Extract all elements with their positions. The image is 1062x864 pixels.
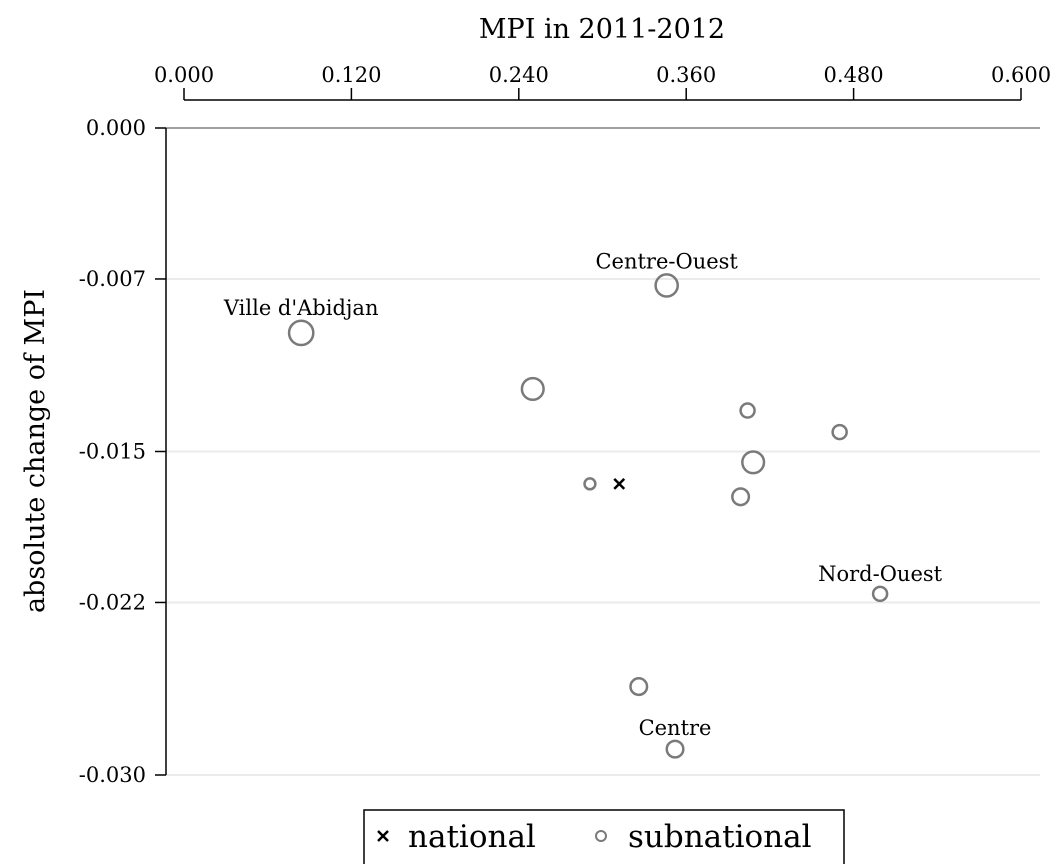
point-label: Nord-Ouest	[818, 562, 943, 586]
legend-subnational-label: subnational	[628, 819, 812, 855]
subnational-point	[520, 376, 545, 402]
y-tick-label: -0.015	[79, 440, 146, 464]
legend-national-label: national	[408, 819, 536, 855]
legend-subnational-marker	[595, 830, 607, 842]
point-annotations: Ville d'Abidjan Centre-Ouest Nord-Ouest Cen…	[223, 249, 943, 739]
subnational-point	[287, 319, 315, 347]
x-tick-label: 0.000	[154, 63, 214, 87]
subnational-point	[583, 477, 597, 491]
subnational-point	[629, 677, 649, 697]
point-label: Centre	[639, 716, 712, 740]
x-tick-label: 0.600	[991, 63, 1051, 87]
y-tick-label: 0.000	[86, 116, 146, 140]
subnational-point	[665, 739, 685, 759]
y-tick-label: -0.022	[79, 590, 146, 614]
legend: national subnational	[363, 809, 845, 864]
x-tick-label: 0.480	[824, 63, 884, 87]
y-ticks: 0.000 -0.007 -0.015 -0.022 -0.030	[79, 116, 166, 787]
x-tick-label: 0.360	[656, 63, 716, 87]
subnational-point	[739, 402, 756, 419]
x-axis-title: MPI in 2011-2012	[479, 14, 725, 45]
legend-box	[363, 809, 845, 864]
subnational-point	[871, 585, 889, 603]
y-tick-label: -0.007	[79, 267, 146, 291]
y-tick-label: -0.030	[79, 763, 146, 787]
subnational-point	[741, 450, 766, 475]
data-points	[287, 273, 889, 759]
x-tick-label: 0.120	[321, 63, 381, 87]
y-axis-title: absolute change of MPI	[20, 289, 51, 613]
subnational-point	[654, 273, 679, 298]
gridlines	[166, 277, 1040, 776]
x-tick-label: 0.240	[489, 63, 549, 87]
national-point	[613, 477, 626, 490]
subnational-point	[731, 487, 751, 507]
point-label: Centre-Ouest	[595, 249, 738, 273]
subnational-point	[831, 423, 848, 441]
x-ticks: 0.000 0.120 0.240 0.360 0.480 0.600	[154, 63, 1051, 100]
legend-national-marker	[377, 830, 389, 842]
point-label: Ville d'Abidjan	[223, 296, 379, 320]
